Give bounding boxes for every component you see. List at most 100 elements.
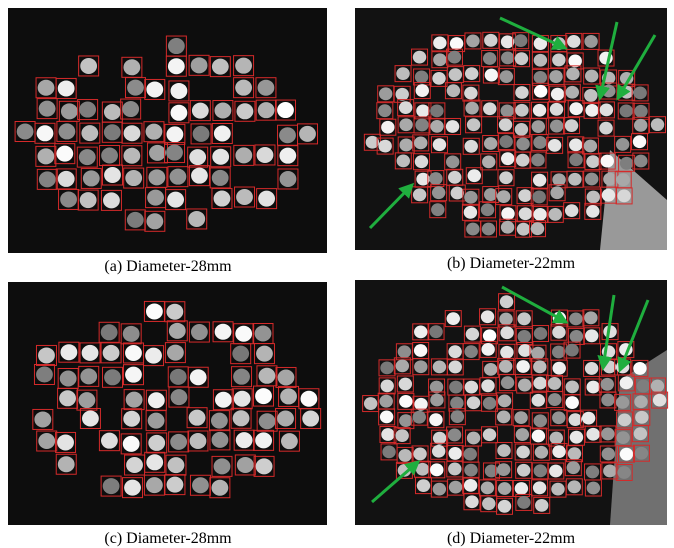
particle [232,346,249,362]
particle [414,344,427,357]
particle [149,145,166,161]
particle [126,392,143,408]
particle [481,482,494,495]
panel-a [8,8,327,253]
particle [481,310,494,323]
particle [395,429,408,442]
particle [501,376,514,389]
particle [170,369,187,385]
particle [302,411,319,427]
particle [565,119,578,132]
particle [413,411,426,424]
particle [80,58,97,74]
particle [378,140,391,153]
particle [603,465,616,478]
particle [586,155,599,168]
particle [166,304,183,320]
particle [299,126,316,142]
particle [148,413,165,429]
particle [103,345,120,361]
particle [57,434,74,450]
particle [485,465,498,478]
particle [399,414,412,427]
particle [550,120,563,133]
particle [448,463,461,476]
particle [497,463,510,476]
particle [548,377,561,390]
particle [233,410,250,426]
particle [398,345,411,358]
particle [516,446,529,459]
particle [586,428,599,441]
particle [552,411,565,424]
particle [80,192,97,208]
particle [415,71,428,84]
particle [531,222,544,235]
particle [602,448,615,461]
particle [634,119,647,132]
particle [259,413,276,429]
particle [17,123,34,139]
particle [124,480,141,496]
particle [58,456,75,472]
particle [300,391,317,407]
particle [552,346,565,359]
particle [633,362,646,375]
particle [551,483,564,496]
particle [256,346,273,362]
particle [58,171,75,187]
particle [395,88,408,101]
particle [83,170,100,186]
particle [465,102,478,115]
particle [258,191,275,207]
particle [533,104,546,117]
particle [36,366,53,382]
particle [516,428,529,441]
particle [634,427,647,440]
particle [568,173,581,186]
particle [516,154,529,167]
particle [483,102,496,115]
particle [620,105,633,118]
particle [518,330,531,343]
particle [171,105,188,121]
particle [399,395,412,408]
particle [514,411,527,424]
particle [616,173,629,186]
particle [585,329,598,342]
particle [258,102,275,118]
particle [233,369,250,385]
particle [399,378,412,391]
particle [569,138,582,151]
caption: (a) Diameter-28mm [104,258,232,275]
particle [280,388,297,404]
particle [364,397,377,410]
particle [466,35,479,48]
particle [549,70,562,83]
particle [585,173,598,186]
particle [482,223,495,236]
particle [482,497,495,510]
particle [446,155,459,168]
particle [431,203,444,216]
particle [398,449,411,462]
particle [258,80,275,96]
particle [104,167,121,183]
particle [584,35,597,48]
particle [414,360,427,373]
particle [484,363,497,376]
particle [533,136,546,149]
particle [534,85,547,98]
particle [466,223,479,236]
particle [429,413,442,426]
particle [430,463,443,476]
particle [235,147,252,163]
particle [82,345,99,361]
particle [501,221,514,234]
particle [601,394,614,407]
particle [448,345,461,358]
particle [634,395,647,408]
particle [451,410,464,423]
particle [550,432,563,445]
panel-c [8,282,327,525]
